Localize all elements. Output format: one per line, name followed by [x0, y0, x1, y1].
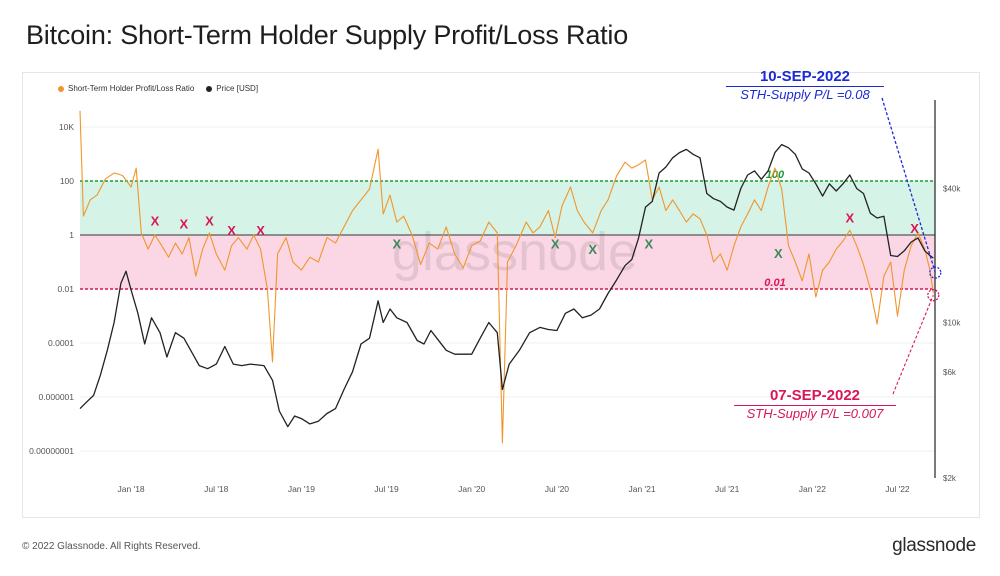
marker-green-x: X [588, 242, 597, 257]
legend-item-ratio[interactable]: Short-Term Holder Profit/Loss Ratio [58, 84, 194, 93]
annotation-top-rule [726, 86, 884, 87]
y-left-tick-label: 1 [69, 230, 74, 240]
y-left-tick-label: 10K [59, 122, 74, 132]
y-right-tick-label: $6k [943, 368, 957, 377]
x-tick-label: Jul '18 [204, 484, 229, 494]
x-tick-label: Jul '21 [715, 484, 740, 494]
band-upper [80, 181, 935, 235]
marker-circle-pink [927, 289, 940, 302]
leader-line-pink [892, 294, 934, 395]
marker-circle-blue [929, 266, 942, 279]
x-tick-label: Jan '20 [458, 484, 485, 494]
x-tick-label: Jan '18 [118, 484, 145, 494]
brand-logo[interactable]: glassnode [892, 535, 976, 556]
band-label-lower: 0.01 [764, 277, 785, 289]
annotation-bottom-rule [734, 405, 896, 406]
y-right-tick-label: $2k [943, 474, 957, 483]
annotation-top-date: 10-SEP-2022 [759, 68, 851, 85]
x-tick-label: Jan '21 [628, 484, 655, 494]
marker-green-x: X [551, 236, 560, 251]
y-left-tick-label: 100 [60, 176, 74, 186]
annotation-bottom-value: STH-Supply P/L =0.007 [746, 406, 884, 421]
marker-red-x: X [205, 213, 214, 228]
marker-red-x: X [256, 223, 265, 238]
legend-dot-orange-icon [58, 85, 64, 92]
y-left-tick-label: 0.00000001 [29, 446, 74, 456]
series-line-ratio [79, 110, 934, 444]
annotation-top: 10-SEP-2022 STH-Supply P/L =0.08 [726, 68, 884, 102]
y-left-tick-label: 0.0001 [48, 338, 74, 348]
page-title: Bitcoin: Short-Term Holder Supply Profit… [26, 20, 629, 50]
y-left-tick-label: 0.01 [57, 284, 74, 294]
legend-dot-black-icon [206, 85, 213, 92]
x-tick-label: Jul '20 [545, 484, 570, 494]
marker-red-x: X [846, 211, 855, 226]
watermark: glassnode [392, 222, 638, 282]
annotation-bottom: 07-SEP-2022 STH-Supply P/L =0.007 [734, 387, 896, 421]
x-tick-label: Jan '22 [799, 484, 826, 494]
copyright: © 2022 Glassnode. All Rights Reserved. [22, 541, 201, 552]
chart-panel [22, 72, 980, 518]
y-right-tick-label: $10k [943, 318, 961, 327]
legend-item-price[interactable]: Price [USD] [206, 84, 258, 93]
x-tick-label: Jul '22 [885, 484, 910, 494]
legend-label-ratio: Short-Term Holder Profit/Loss Ratio [68, 84, 195, 93]
y-left-tick-label: 0.000001 [39, 392, 75, 402]
x-tick-label: Jan '19 [288, 484, 315, 494]
marker-red-x: X [910, 221, 919, 236]
marker-red-x: X [227, 223, 236, 238]
annotation-bottom-date: 07-SEP-2022 [769, 387, 861, 404]
marker-green-x: X [645, 236, 654, 251]
x-tick-label: Jul '19 [374, 484, 399, 494]
marker-green-x: X [774, 246, 783, 261]
legend-label-price: Price [USD] [216, 84, 259, 93]
band-label-upper: 100 [766, 169, 785, 181]
marker-red-x: X [180, 217, 189, 232]
leader-line-blue [881, 97, 936, 273]
annotation-top-value: STH-Supply P/L =0.08 [740, 87, 870, 102]
marker-red-x: X [151, 213, 160, 228]
y-right-tick-label: $40k [943, 185, 961, 194]
marker-green-x: X [392, 236, 401, 251]
series-line-price [79, 143, 934, 428]
chart-legend: Short-Term Holder Profit/Loss Ratio Pric… [58, 84, 258, 93]
